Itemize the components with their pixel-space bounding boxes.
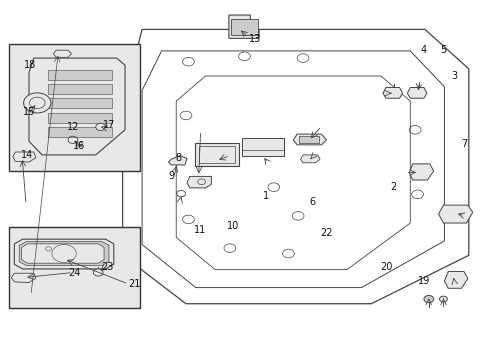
Bar: [9, 226, 140, 309]
Polygon shape: [438, 205, 472, 223]
Bar: [194, 143, 238, 166]
Circle shape: [23, 93, 51, 113]
Polygon shape: [293, 134, 326, 145]
Circle shape: [423, 296, 433, 303]
Bar: [299, 135, 318, 143]
Polygon shape: [19, 242, 109, 265]
Text: 5: 5: [439, 45, 446, 55]
Text: 21: 21: [128, 279, 141, 289]
Polygon shape: [48, 113, 112, 123]
Bar: [198, 146, 235, 163]
Polygon shape: [382, 87, 402, 98]
Text: 11: 11: [193, 225, 205, 235]
Text: 7: 7: [460, 139, 466, 149]
Text: 9: 9: [168, 171, 174, 181]
Bar: [242, 138, 283, 156]
Polygon shape: [300, 155, 320, 163]
Text: 16: 16: [72, 141, 84, 151]
Text: 23: 23: [101, 262, 113, 272]
Polygon shape: [48, 127, 112, 137]
Polygon shape: [444, 271, 467, 288]
Text: 20: 20: [380, 262, 392, 272]
Polygon shape: [186, 176, 211, 188]
Polygon shape: [228, 15, 259, 39]
Bar: [9, 44, 140, 171]
Polygon shape: [48, 69, 112, 80]
Text: 13: 13: [248, 35, 261, 44]
Text: 17: 17: [102, 121, 115, 130]
Polygon shape: [48, 84, 112, 94]
Text: 4: 4: [420, 45, 426, 55]
Text: 12: 12: [66, 122, 79, 132]
Text: 3: 3: [450, 71, 456, 81]
Text: 19: 19: [417, 276, 429, 286]
Text: 24: 24: [68, 267, 81, 278]
Polygon shape: [21, 244, 104, 263]
Text: 22: 22: [320, 228, 332, 238]
Polygon shape: [407, 87, 426, 98]
Text: 6: 6: [309, 197, 315, 207]
Circle shape: [93, 269, 103, 276]
Polygon shape: [11, 273, 36, 283]
Polygon shape: [53, 50, 71, 57]
Text: 18: 18: [24, 59, 36, 69]
Text: 1: 1: [263, 191, 269, 201]
Polygon shape: [168, 156, 186, 165]
Text: 14: 14: [21, 150, 34, 160]
Polygon shape: [408, 164, 433, 180]
Polygon shape: [48, 98, 112, 108]
Circle shape: [439, 296, 447, 302]
Text: 2: 2: [389, 182, 396, 192]
Circle shape: [96, 123, 105, 131]
Text: 8: 8: [175, 153, 182, 163]
Text: 10: 10: [227, 221, 239, 231]
Polygon shape: [13, 152, 36, 162]
Text: 15: 15: [23, 107, 35, 117]
Bar: [230, 19, 257, 35]
